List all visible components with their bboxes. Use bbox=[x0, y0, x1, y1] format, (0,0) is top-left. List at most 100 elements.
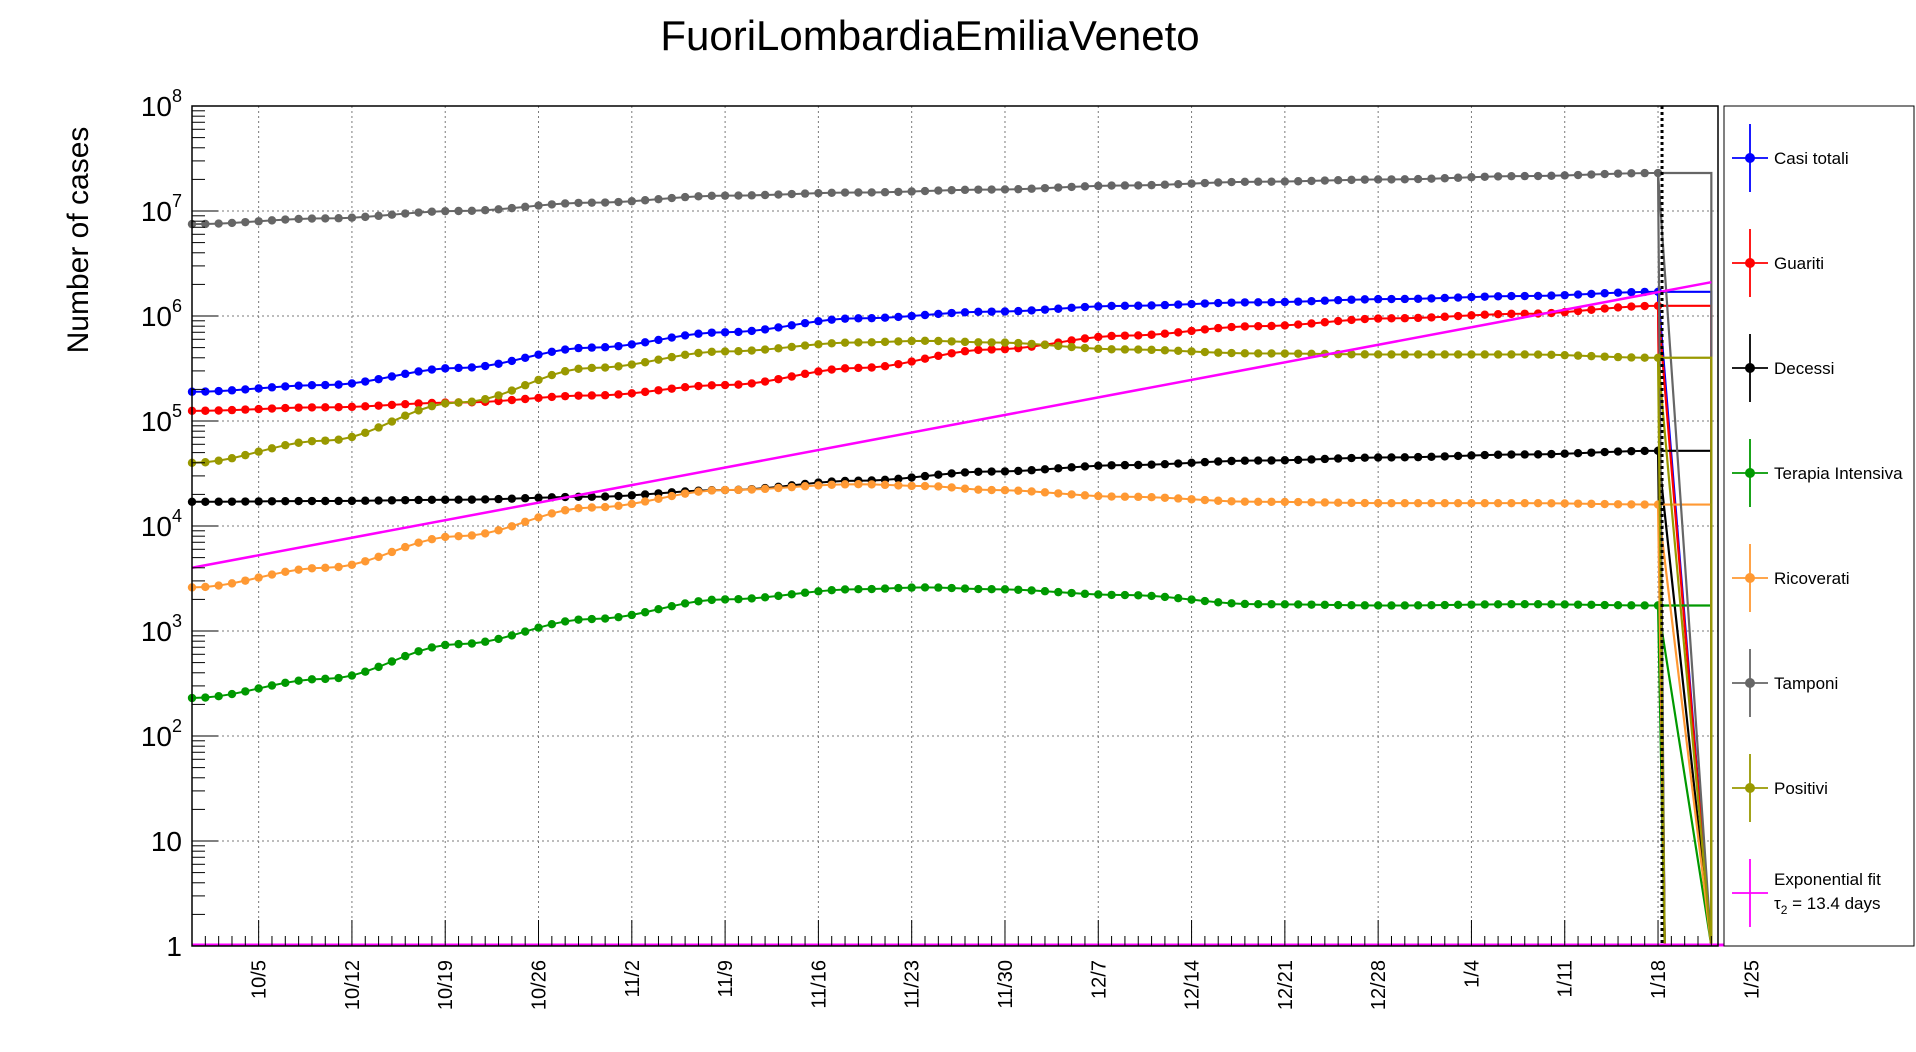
data-point bbox=[907, 473, 916, 482]
data-point bbox=[600, 343, 610, 352]
y-tick-label: 103 bbox=[141, 611, 182, 647]
data-point bbox=[880, 337, 890, 347]
data-point bbox=[1373, 294, 1383, 304]
data-point bbox=[494, 391, 503, 400]
data-point bbox=[1254, 599, 1263, 609]
data-point bbox=[1254, 497, 1263, 507]
data-point bbox=[1280, 600, 1290, 609]
data-point bbox=[1174, 459, 1183, 468]
data-point bbox=[507, 631, 517, 640]
data-point bbox=[1640, 301, 1649, 311]
data-point bbox=[1600, 289, 1609, 298]
data-point bbox=[427, 401, 437, 411]
data-point bbox=[201, 458, 210, 467]
data-point bbox=[294, 214, 303, 224]
data-point bbox=[654, 355, 663, 364]
data-point bbox=[894, 474, 903, 484]
data-point bbox=[1293, 497, 1303, 507]
data-point bbox=[1200, 347, 1210, 357]
data-point bbox=[467, 397, 477, 406]
data-point bbox=[214, 691, 223, 701]
data-point bbox=[800, 318, 810, 328]
data-point bbox=[707, 381, 716, 390]
y-tick-label: 107 bbox=[141, 191, 182, 227]
series-step bbox=[1656, 171, 1713, 947]
data-point bbox=[814, 188, 823, 198]
data-point bbox=[387, 496, 397, 505]
data-point bbox=[481, 637, 490, 646]
data-point bbox=[667, 193, 676, 203]
data-point bbox=[574, 391, 583, 400]
data-point bbox=[1400, 314, 1410, 323]
data-point bbox=[241, 217, 250, 227]
data-point bbox=[1453, 350, 1463, 359]
y-tick-label: 108 bbox=[141, 86, 182, 122]
data-point bbox=[1120, 492, 1130, 501]
data-point bbox=[1027, 339, 1036, 349]
data-point bbox=[1347, 350, 1356, 359]
data-point bbox=[1174, 494, 1183, 503]
data-point bbox=[734, 191, 743, 200]
data-point bbox=[1413, 174, 1423, 184]
data-point bbox=[1400, 294, 1410, 304]
data-point bbox=[414, 647, 423, 656]
data-point bbox=[374, 211, 383, 221]
data-point bbox=[387, 372, 397, 381]
data-point bbox=[1587, 499, 1596, 509]
data-point bbox=[401, 411, 410, 420]
data-point bbox=[880, 480, 890, 490]
data-point bbox=[560, 199, 570, 208]
data-point bbox=[1227, 348, 1236, 358]
data-point bbox=[840, 314, 850, 323]
legend-entry: Exponential fit τ2 = 13.4 days bbox=[1732, 859, 1881, 927]
data-point bbox=[454, 398, 463, 407]
data-point bbox=[1320, 454, 1330, 464]
data-point bbox=[827, 188, 836, 198]
data-point bbox=[600, 391, 610, 400]
data-point bbox=[974, 185, 983, 194]
y-tick-label: 104 bbox=[141, 506, 182, 542]
data-point bbox=[1120, 460, 1130, 470]
data-point bbox=[814, 367, 823, 376]
data-point bbox=[1254, 298, 1263, 307]
data-point bbox=[547, 392, 557, 402]
data-point bbox=[1240, 322, 1250, 331]
data-point bbox=[267, 383, 277, 392]
data-point bbox=[627, 499, 637, 509]
data-point bbox=[1240, 349, 1250, 358]
data-point bbox=[507, 522, 517, 531]
data-point bbox=[294, 438, 303, 447]
data-point bbox=[1187, 347, 1196, 356]
data-point bbox=[840, 585, 850, 594]
x-tick-label: 11/2 bbox=[622, 960, 644, 997]
data-point bbox=[1373, 498, 1383, 508]
data-point bbox=[1627, 500, 1636, 509]
data-point bbox=[827, 585, 836, 595]
data-point bbox=[361, 496, 370, 505]
legend-marker bbox=[1745, 258, 1755, 268]
data-point bbox=[347, 379, 357, 388]
data-point bbox=[1547, 171, 1556, 181]
x-tick-label: 11/23 bbox=[902, 960, 924, 1009]
data-point bbox=[640, 608, 650, 617]
data-point bbox=[227, 405, 237, 415]
legend-marker bbox=[1745, 783, 1755, 793]
data-point bbox=[574, 615, 583, 624]
data-point bbox=[1174, 594, 1183, 603]
data-point bbox=[534, 201, 543, 210]
grid bbox=[192, 106, 1752, 946]
data-point bbox=[1067, 303, 1076, 313]
data-point bbox=[1480, 498, 1489, 508]
data-point bbox=[560, 367, 570, 376]
data-point bbox=[1267, 349, 1276, 358]
data-point bbox=[1507, 309, 1516, 319]
data-point bbox=[627, 340, 637, 349]
data-point bbox=[520, 202, 530, 212]
data-point bbox=[1520, 498, 1529, 508]
data-point bbox=[947, 483, 956, 492]
data-point bbox=[1187, 179, 1196, 188]
data-point bbox=[1027, 586, 1036, 595]
data-point bbox=[1627, 353, 1636, 362]
legend-label: Guariti bbox=[1774, 254, 1824, 273]
data-point bbox=[1254, 349, 1263, 358]
